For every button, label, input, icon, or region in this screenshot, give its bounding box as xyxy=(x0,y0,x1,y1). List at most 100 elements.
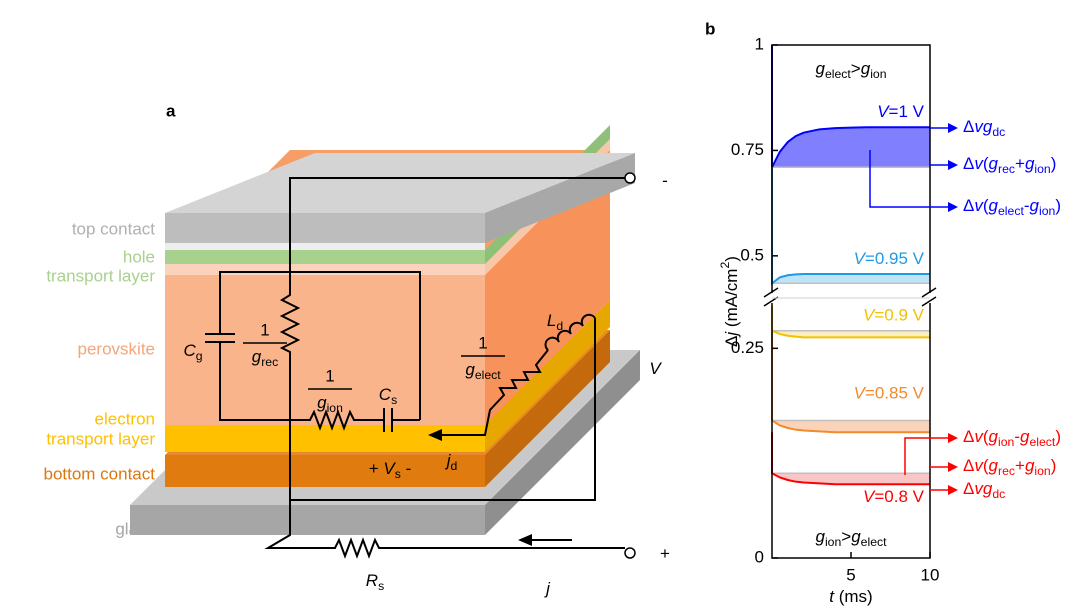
text-segment: j xyxy=(445,451,452,470)
text-segment: s xyxy=(391,393,397,407)
layer-label: electron xyxy=(95,409,155,428)
arrow-head xyxy=(518,534,532,546)
layer-label: transport layer xyxy=(46,429,155,448)
arrow-head xyxy=(948,202,958,212)
text-segment: elect xyxy=(861,535,887,549)
circuit-wire xyxy=(279,177,625,501)
circuit-label: + Vs - xyxy=(369,459,412,481)
text-segment: ( xyxy=(983,196,989,215)
text-segment: ) xyxy=(1051,456,1057,475)
series-line xyxy=(771,167,930,286)
y-tick-label: 0.25 xyxy=(731,338,764,357)
device-layer xyxy=(485,300,610,452)
shaded-area xyxy=(772,420,930,433)
text-segment: + xyxy=(369,459,384,478)
circuit-wire xyxy=(544,313,596,351)
text-segment: ion xyxy=(870,67,887,81)
device-layer xyxy=(165,153,635,213)
text-segment: + xyxy=(660,544,670,563)
text-segment: g xyxy=(465,360,475,379)
text-segment: t xyxy=(829,587,835,606)
text-segment: (mA/cm xyxy=(722,269,741,332)
text-segment: V xyxy=(863,306,876,325)
text-segment: j xyxy=(544,579,551,598)
text-segment: ion xyxy=(825,535,842,549)
text-segment: d xyxy=(450,459,457,473)
panel-label: b xyxy=(705,19,715,38)
text-segment: V xyxy=(863,488,876,507)
text-segment: g xyxy=(196,349,203,363)
terminal xyxy=(624,172,636,184)
text-segment: - xyxy=(1024,196,1030,215)
device-layer xyxy=(485,153,635,243)
device-layer xyxy=(165,275,485,425)
arrow-head xyxy=(948,160,958,170)
text-segment: Δ xyxy=(963,117,974,136)
device-layer xyxy=(165,455,485,487)
annotation-arrow xyxy=(869,150,950,208)
text-segment: ion xyxy=(1034,464,1051,478)
panel-label: a xyxy=(166,101,176,120)
layer-label: bottom contact xyxy=(43,464,155,483)
text-segment: d xyxy=(556,319,563,333)
device-layer xyxy=(485,330,610,487)
circuit-label: Rs xyxy=(366,571,384,593)
text-segment: V xyxy=(877,103,890,122)
text-segment: - xyxy=(1014,427,1020,446)
series-label: V=0.85 V xyxy=(854,384,925,403)
text-segment: V xyxy=(383,459,396,478)
text-segment: C xyxy=(379,385,392,404)
text-segment: g xyxy=(989,427,999,446)
y-tick-label: 0.75 xyxy=(731,140,764,159)
text-segment: g xyxy=(1025,456,1035,475)
text-segment: L xyxy=(547,311,556,330)
y-tick-label: 0 xyxy=(755,547,764,566)
x-tick-label: 10 xyxy=(921,565,940,584)
text-segment: 2 xyxy=(718,262,732,269)
annotation: Δv(gion-gelect) xyxy=(963,427,1061,449)
text-segment: elect xyxy=(825,67,851,81)
text-segment: ion xyxy=(1039,204,1056,218)
text-segment: Δ xyxy=(963,196,974,215)
text-segment: s xyxy=(378,579,384,593)
device-layer xyxy=(485,150,610,425)
text-segment: g xyxy=(989,196,999,215)
text-segment: g xyxy=(252,347,262,366)
text-segment: elect xyxy=(998,204,1024,218)
text-segment: dc xyxy=(992,125,1005,139)
text-segment: ) xyxy=(722,256,741,262)
text-segment: ) xyxy=(1051,154,1057,173)
text-segment: rec xyxy=(998,464,1015,478)
fraction-numerator: 1 xyxy=(260,320,269,339)
text-segment: j xyxy=(722,331,741,338)
x-axis-title: t (ms) xyxy=(829,587,872,606)
text-segment: dc xyxy=(992,487,1005,501)
series-label: V=0.9 V xyxy=(863,306,925,325)
text-segment: =1 V xyxy=(889,103,925,122)
text-segment: =0.8 V xyxy=(874,488,924,507)
text-segment: C xyxy=(183,341,196,360)
text-segment: ion xyxy=(998,435,1015,449)
layer-label: transport layer xyxy=(46,266,155,285)
text-segment: elect xyxy=(475,368,501,382)
text-segment: =0.95 V xyxy=(865,249,925,268)
text-segment: (ms) xyxy=(834,587,873,606)
circuit-label: j xyxy=(544,579,551,598)
text-segment: R xyxy=(366,571,378,590)
text-segment: Δ xyxy=(963,456,974,475)
text-segment: > xyxy=(851,59,861,78)
annotation: Δvgdc xyxy=(963,479,1005,501)
series-line xyxy=(771,45,930,168)
device-layer xyxy=(130,505,485,535)
text-segment: elect xyxy=(1029,435,1055,449)
fraction-denominator: grec xyxy=(252,347,278,369)
text-segment: + xyxy=(1015,456,1025,475)
text-segment: Δ xyxy=(722,336,741,347)
text-segment: rec xyxy=(261,355,278,369)
axis-break-mark xyxy=(921,287,937,307)
text-segment: g xyxy=(1030,196,1040,215)
series-label: V=0.95 V xyxy=(854,249,925,268)
text-segment: - xyxy=(401,459,411,478)
